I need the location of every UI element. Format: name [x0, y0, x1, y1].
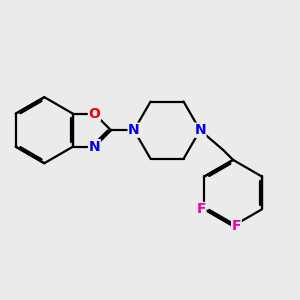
Text: O: O — [88, 107, 100, 121]
Text: F: F — [196, 202, 206, 216]
Text: F: F — [232, 219, 241, 233]
Text: N: N — [128, 123, 140, 137]
Text: N: N — [194, 123, 206, 137]
Text: N: N — [88, 140, 100, 154]
